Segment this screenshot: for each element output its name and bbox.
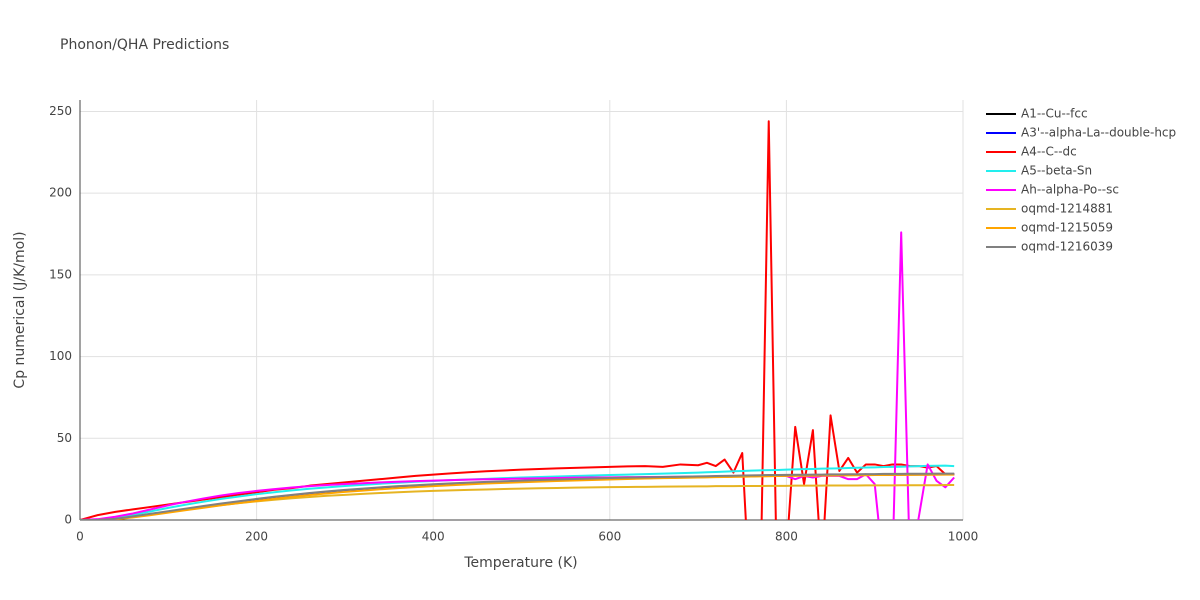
legend: A1--Cu--fcc A3'--alpha-La--double-hcp A4--… (986, 107, 1176, 254)
y-tick-label: 50 (57, 431, 72, 445)
grid: 0 200 400 600 800 1000 0 50 100 150 200 250 (49, 100, 978, 544)
series-line (80, 472, 955, 520)
legend-label: A1--Cu--fcc (1021, 107, 1088, 121)
y-tick-label: 200 (49, 186, 72, 200)
x-tick-label: 600 (598, 530, 621, 544)
y-tick-label: 250 (49, 104, 72, 118)
x-axis-title: Temperature (K) (463, 555, 577, 571)
series-line (80, 464, 955, 520)
x-tick-label: 1000 (948, 530, 979, 544)
legend-label: A5--beta-Sn (1021, 164, 1092, 178)
legend-label: A3'--alpha-La--double-hcp (1021, 126, 1176, 140)
legend-label: A4--C--dc (1021, 145, 1077, 159)
y-tick-label: 0 (64, 513, 72, 527)
y-tick-label: 150 (49, 267, 72, 281)
series-line (80, 231, 955, 520)
series-line (80, 484, 955, 520)
x-tick-label: 800 (775, 530, 798, 544)
y-axis-title: Cp numerical (J/K/mol) (12, 231, 28, 388)
series-line (80, 473, 955, 520)
plot-area (80, 120, 955, 520)
legend-label: Ah--alpha-Po--sc (1021, 183, 1119, 197)
x-tick-label: 200 (245, 530, 268, 544)
legend-label: oqmd-1214881 (1021, 202, 1113, 216)
legend-label: oqmd-1216039 (1021, 240, 1113, 254)
chart-title: Phonon/QHA Predictions (60, 37, 229, 53)
legend-label: oqmd-1215059 (1021, 221, 1113, 235)
x-tick-label: 400 (422, 530, 445, 544)
y-tick-label: 100 (49, 349, 72, 363)
x-tick-label: 0 (76, 530, 84, 544)
